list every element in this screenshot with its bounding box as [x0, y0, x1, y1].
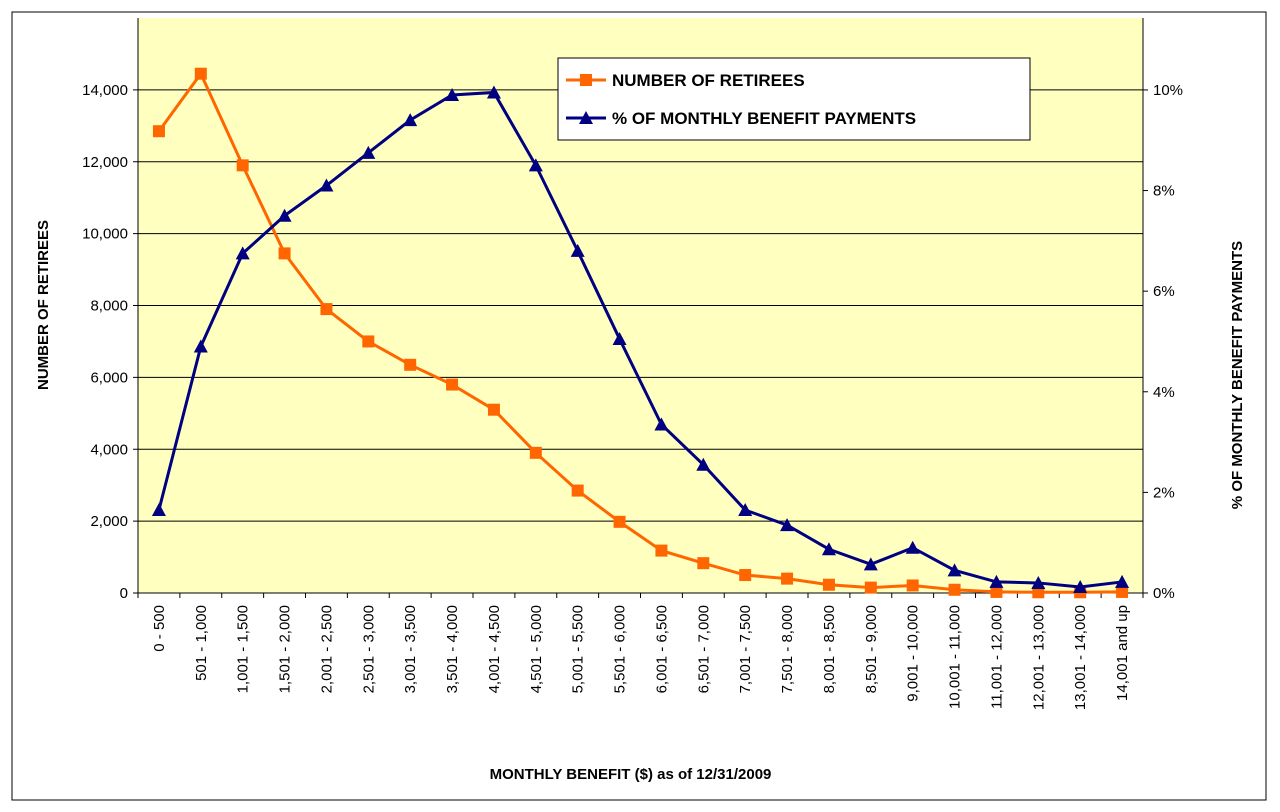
x-tick-label: 5,001 - 5,500 [570, 605, 587, 693]
legend-box [557, 57, 1031, 141]
x-tick-label: 2,001 - 2,500 [318, 605, 335, 693]
y-tick-label: 2,000 [90, 513, 128, 530]
y2-tick-label: 4% [1153, 384, 1175, 401]
data-point [612, 331, 627, 345]
x-tick-label: 12,001 - 13,000 [1030, 605, 1047, 710]
y2-tick-label: 8% [1153, 183, 1175, 200]
x-tick-label: 1,001 - 1,500 [235, 605, 252, 693]
y-tick-label: 0 [120, 585, 128, 602]
x-tick-label: 4,501 - 5,000 [528, 605, 545, 693]
data-point [780, 518, 795, 532]
data-point [1116, 585, 1129, 598]
y2-tick-label: 6% [1153, 283, 1175, 300]
data-point [1031, 575, 1046, 589]
data-point [1032, 586, 1045, 599]
series-line [157, 70, 1123, 594]
x-tick-label: 13,001 - 14,000 [1072, 605, 1089, 710]
data-point [404, 358, 417, 371]
data-point [486, 85, 501, 99]
data-point [152, 125, 165, 138]
data-point [990, 585, 1003, 598]
data-point [320, 303, 333, 316]
data-point [947, 563, 962, 577]
data-point [487, 403, 500, 416]
x-axis-title: MONTHLY BENEFIT ($) as of 12/31/2009 [490, 766, 772, 783]
data-point [781, 572, 794, 585]
data-point [235, 246, 250, 260]
data-point [362, 335, 375, 348]
y-tick-label: 12,000 [82, 154, 128, 171]
data-point [236, 159, 249, 172]
data-point [194, 67, 207, 80]
y2-tick-label: 10% [1153, 82, 1183, 99]
x-tick-label: 10,001 - 11,000 [947, 605, 964, 709]
legend-label: % OF MONTHLY BENEFIT PAYMENTS [612, 109, 916, 128]
x-tick-label: 8,001 - 8,500 [821, 605, 838, 693]
data-point [151, 502, 166, 516]
y-tick-label: 10,000 [82, 226, 128, 243]
y2-tick-label: 2% [1153, 484, 1175, 501]
data-point [361, 145, 376, 159]
x-tick-label: 501 - 1,000 [193, 605, 210, 681]
x-tick-label: 11,001 - 12,000 [988, 605, 1005, 709]
x-tick-label: 4,001 - 4,500 [486, 605, 503, 693]
data-point [613, 515, 626, 528]
y-tick-label: 8,000 [90, 298, 128, 315]
x-tick-label: 8,501 - 9,000 [863, 605, 880, 693]
x-tick-label: 14,001 and up [1114, 605, 1131, 701]
data-point [822, 578, 835, 591]
y-axis-title: NUMBER OF RETIREES [35, 220, 52, 390]
data-point [739, 569, 752, 582]
data-point [696, 457, 711, 471]
y-tick-label: 6,000 [90, 369, 128, 386]
y2-tick-label: 0% [1153, 585, 1175, 602]
data-point [1073, 579, 1088, 593]
data-point [193, 339, 208, 353]
data-point [864, 581, 877, 594]
x-tick-label: 6,501 - 7,000 [695, 605, 712, 693]
data-point [528, 158, 543, 172]
data-point [989, 574, 1004, 588]
x-tick-label: 6,001 - 6,500 [653, 605, 670, 693]
y-tick-label: 4,000 [90, 441, 128, 458]
legend-marker [579, 111, 593, 124]
x-tick-label: 3,501 - 4,000 [444, 605, 461, 693]
data-point [403, 113, 418, 127]
data-point [571, 484, 584, 497]
data-point [529, 446, 542, 459]
data-point [905, 540, 920, 554]
data-point [278, 247, 291, 260]
data-point [445, 87, 460, 101]
data-point [738, 502, 753, 516]
y-tick-label: 14,000 [82, 82, 128, 99]
data-point [948, 583, 961, 596]
data-point [654, 417, 669, 431]
data-point [446, 378, 459, 391]
data-point [655, 544, 668, 557]
x-tick-label: 7,501 - 8,000 [779, 605, 796, 693]
data-point [906, 579, 919, 592]
x-tick-label: 9,001 - 10,000 [905, 605, 922, 702]
data-point [277, 208, 292, 222]
data-point [570, 243, 585, 257]
x-tick-label: 2,501 - 3,000 [360, 605, 377, 693]
legend-label: NUMBER OF RETIREES [612, 71, 805, 90]
x-tick-label: 0 - 500 [151, 605, 168, 652]
x-tick-label: 3,001 - 3,500 [402, 605, 419, 693]
x-tick-label: 5,501 - 6,000 [612, 605, 629, 693]
x-tick-label: 1,501 - 2,000 [277, 605, 294, 693]
data-point [863, 557, 878, 571]
series-line [157, 90, 1123, 589]
data-point [821, 542, 836, 556]
y2-axis-title: % OF MONTHLY BENEFIT PAYMENTS [1229, 241, 1246, 509]
x-tick-label: 7,001 - 7,500 [737, 605, 754, 693]
legend-marker [580, 74, 592, 86]
data-point [697, 557, 710, 570]
data-point [319, 178, 334, 192]
data-point [1115, 574, 1130, 588]
